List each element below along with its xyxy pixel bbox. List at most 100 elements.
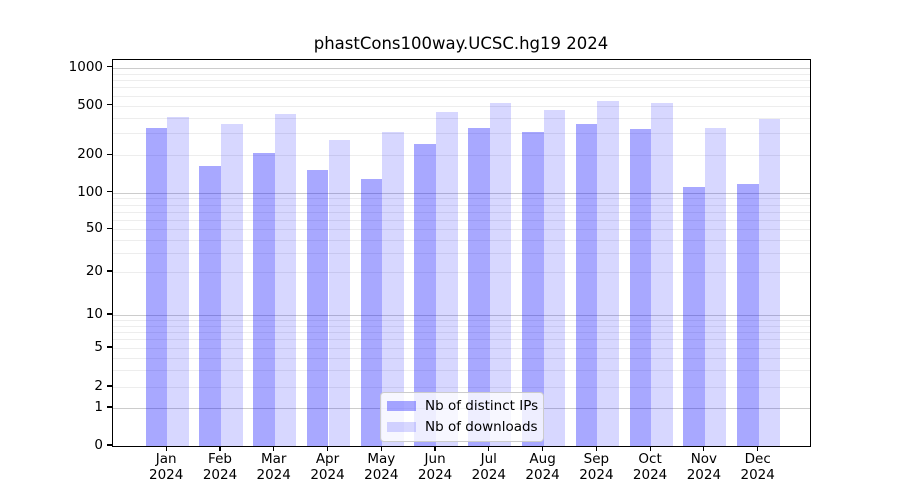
gridline-major [113,315,810,316]
y-tick-mark [107,406,112,408]
y-tick-mark [107,104,112,106]
y-tick-mark [107,227,112,229]
y-tick-label: 0 [94,437,103,453]
y-tick-label: 20 [85,263,103,279]
gridline-minor [113,133,810,135]
gridline-minor [113,87,810,89]
y-tick-mark [107,191,112,193]
gridline-minor [113,155,810,157]
gridline-minor [113,369,810,371]
gridline-minor [113,253,810,255]
y-tick-mark [107,66,112,68]
bar-distinct-ips-oct [629,129,652,446]
gridline-minor [113,332,810,333]
gridline-minor [113,117,810,119]
x-tick-year: 2024 [579,467,614,483]
x-tick-year: 2024 [686,467,722,483]
gridline-minor [113,272,810,273]
gridline-minor [113,229,810,231]
x-tick-label: Feb 2024 [188,451,252,483]
bar-downloads-feb [221,123,243,446]
bar-downloads-oct [651,102,673,446]
gridline-minor [113,204,810,206]
x-tick-mark [326,446,329,451]
x-tick-label: Aug 2024 [511,451,575,483]
y-tick-label: 100 [77,183,103,200]
bar-downloads-jan [167,116,189,446]
y-tick-label: 1000 [68,58,103,75]
x-tick-year: 2024 [364,467,399,483]
x-tick-mark [649,446,651,451]
y-tick-mark [107,270,112,272]
gridline-minor [113,79,810,81]
legend-label: Nb of downloads [425,419,538,435]
bar-downloads-sep [597,101,619,446]
legend-label: Nb of distinct IPs [425,398,539,414]
x-tick-label: May 2024 [349,451,413,483]
gridline-minor [113,95,810,97]
x-tick-year: 2024 [471,467,506,483]
y-tick-mark [107,385,112,387]
x-tick-month: May [367,451,396,467]
bar-downloads-nov [704,128,727,446]
y-tick-mark [107,444,112,446]
x-tick-mark [757,446,759,451]
gridline-minor [113,239,810,241]
x-tick-label: Mar 2024 [242,451,306,483]
x-tick-label: Apr 2024 [296,451,360,483]
gridline-minor [113,105,810,107]
bar-distinct-ips-sep [575,123,598,446]
gridline-minor [113,357,810,359]
legend-item-downloads: Nb of downloads [387,419,538,435]
bar-downloads-apr [328,139,351,446]
legend-swatch-icon [387,422,416,432]
x-tick-year: 2024 [256,467,291,483]
x-tick-mark [434,446,436,451]
gridline-major [113,192,810,194]
legend: Nb of distinct IPs Nb of downloads [380,392,544,442]
legend-item-distinct-ips: Nb of distinct IPs [387,398,539,414]
x-tick-year: 2024 [632,467,668,483]
y-tick-label: 500 [77,96,103,113]
bar-downloads-mar [274,113,297,446]
bar-downloads-may [382,131,404,446]
bar-distinct-ips-feb [199,166,221,446]
y-tick-label: 5 [94,339,103,355]
bar-distinct-ips-nov [683,186,705,446]
x-tick-label: Oct 2024 [618,451,682,483]
x-tick-year: 2024 [417,467,453,483]
x-tick-mark [488,446,490,451]
gridline-major [113,67,810,69]
x-tick-month: Feb [208,451,232,467]
y-tick-label: 10 [85,306,103,322]
x-tick-mark [380,446,382,451]
x-tick-mark [165,446,167,451]
x-tick-label: Jul 2024 [457,451,521,483]
gridline-minor [113,73,810,75]
x-tick-mark [595,446,597,451]
bar-distinct-ips-mar [253,152,275,446]
gridline-minor [113,387,810,388]
chart-title: phastCons100way.UCSC.hg19 2024 [313,34,609,53]
y-tick-mark [107,153,112,155]
gridline-minor [113,320,810,321]
x-tick-year: 2024 [310,467,345,483]
x-tick-month: Nov [690,451,718,467]
y-tick-label: 50 [85,220,103,237]
bar-distinct-ips-apr [306,170,329,446]
bar-downloads-aug [543,109,566,446]
y-tick-mark [107,313,112,315]
x-tick-month: Aug [529,451,556,467]
y-tick-label: 2 [94,378,103,394]
x-tick-label: Nov 2024 [672,451,736,483]
bar-distinct-ips-jan [145,128,168,446]
x-tick-label: Dec 2024 [726,451,790,483]
x-tick-month: Oct [638,451,662,467]
x-tick-mark [703,446,705,451]
legend-swatch-icon [387,401,416,411]
bar-downloads-jun [436,112,458,446]
plot-area: Nb of distinct IPs Nb of downloads [112,59,811,447]
bar-downloads-dec [758,118,781,446]
bar-downloads-jul [489,102,512,446]
